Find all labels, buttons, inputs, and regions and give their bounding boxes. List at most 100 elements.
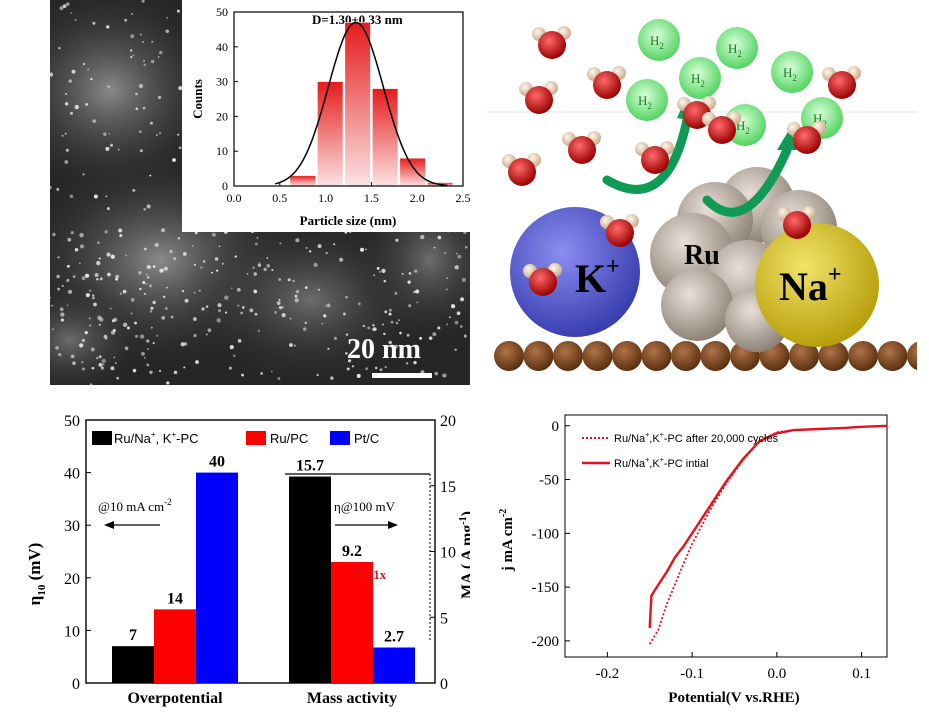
left-note: @10 mA cm-2	[98, 497, 172, 514]
nanoparticle-dot	[448, 316, 451, 319]
schematic-drawing: Ru K+ Na+ H2H2H2H2H2H2H2	[487, 19, 929, 371]
nanoparticle-dot	[388, 340, 392, 345]
nanoparticle-dot	[323, 314, 327, 318]
nanoparticle-dot	[98, 355, 102, 359]
nanoparticle-dot	[85, 103, 89, 106]
nanoparticle-dot	[69, 194, 74, 199]
nanoparticle-dot	[233, 354, 236, 357]
lsv-y-tick: 0	[552, 419, 560, 435]
h2-label: H2	[783, 65, 797, 83]
nanoparticle-dot	[159, 268, 164, 273]
nanoparticle-dot	[327, 347, 330, 350]
legend-ru-pc: Ru/PC	[270, 431, 308, 446]
nanoparticle-dot	[90, 383, 93, 385]
nanoparticle-dot	[461, 277, 466, 282]
nanoparticle-dot	[456, 311, 461, 316]
carbon-atom	[641, 341, 672, 371]
nanoparticle-dot	[79, 244, 85, 249]
left-axis-title: η10 (mV)	[25, 543, 48, 606]
nanoparticle-dot	[434, 371, 439, 376]
nanoparticle-dot	[152, 300, 156, 305]
nanoparticle-dot	[147, 348, 149, 350]
histogram-bar	[344, 22, 371, 187]
nanoparticle-dot	[333, 336, 338, 340]
histogram-xlabel: Particle size (nm)	[300, 213, 397, 228]
h2-molecule: H2	[638, 19, 680, 61]
nanoparticle-dot	[156, 334, 159, 337]
lsv-x-tick: 0.0	[767, 666, 786, 682]
nanoparticle-dot	[240, 311, 243, 315]
nanoparticle-dot	[274, 310, 277, 314]
nanoparticle-dot	[72, 275, 76, 278]
nanoparticle-dot	[85, 293, 90, 298]
histogram-bars	[289, 22, 454, 187]
nanoparticle-dot	[445, 288, 448, 291]
nanoparticle-dot	[383, 279, 386, 283]
nanoparticle-dot	[177, 133, 180, 136]
lsv-chart-panel: -0.2 -0.1 0.0 0.1 0 -50 -100 -150 -200 Ru/Na+,K+…	[490, 400, 929, 714]
nanoparticle-dot	[395, 238, 399, 242]
nanoparticle-dot	[132, 54, 135, 57]
nanoparticle-dot	[304, 286, 308, 289]
reaction-arrows	[602, 115, 792, 217]
nanoparticle-dot	[252, 266, 255, 269]
nanoparticle-dot	[414, 269, 418, 273]
category-label: Overpotential	[127, 690, 223, 707]
lsv-y-tick: -150	[532, 580, 560, 596]
nanoparticle-dot	[67, 289, 73, 294]
water-molecule	[523, 263, 562, 296]
nanoparticle-dot	[92, 119, 97, 124]
nanoparticle-dot	[114, 362, 117, 364]
lsv-y-tick: -100	[532, 526, 560, 542]
nanoparticle-dot	[465, 245, 468, 249]
nanoparticle-dot	[388, 312, 392, 316]
nanoparticle-dot	[130, 55, 133, 59]
nanoparticle-dot	[118, 228, 123, 233]
h2-label: H2	[736, 118, 750, 136]
nanoparticle-dot	[432, 332, 437, 337]
nanoparticle-dot	[146, 264, 151, 270]
histogram-y-tick: 50	[216, 5, 228, 19]
nanoparticle-dot	[155, 134, 158, 137]
nanoparticle-dot	[374, 366, 378, 370]
nanoparticle-dot	[165, 29, 170, 34]
nanoparticle-dot	[345, 333, 349, 336]
bar	[331, 562, 373, 683]
nanoparticle-dot	[342, 312, 346, 316]
nanoparticle-dot	[433, 246, 436, 249]
nanoparticle-dot	[198, 289, 201, 292]
nanoparticle-dot	[50, 185, 52, 190]
nanoparticle-dot	[170, 315, 174, 319]
nanoparticle-dot	[200, 266, 203, 269]
histogram-y-tick: 10	[216, 144, 228, 158]
nanoparticle-dot	[151, 40, 154, 43]
lsv-chart: -0.2 -0.1 0.0 0.1 0 -50 -100 -150 -200 Ru/Na+,K+…	[498, 414, 888, 706]
nanoparticle-dot	[134, 334, 139, 338]
nanoparticle-dot	[379, 368, 383, 372]
nanoparticle-dot	[384, 365, 387, 369]
bar-value-label: 7	[129, 627, 137, 644]
nanoparticle-dot	[416, 301, 419, 304]
nanoparticle-dot	[281, 313, 286, 318]
nanoparticle-dot	[94, 273, 99, 278]
water-molecule	[787, 121, 826, 154]
legend-pt-c: Pt/C	[354, 431, 379, 446]
nanoparticle-dot	[157, 56, 160, 58]
nanoparticle-dot	[408, 272, 412, 275]
carbon-atom	[700, 341, 731, 371]
lsv-plot-frame	[564, 414, 888, 658]
nanoparticle-dot	[218, 309, 222, 313]
nanoparticle-dot	[122, 322, 128, 328]
legend-after-cycles: Ru/Na+,K+-PC after 20,000 cycles	[614, 432, 779, 445]
nanoparticle-dot	[146, 275, 150, 279]
nanoparticle-dot	[74, 247, 79, 252]
lsv-xlabel: Potential(V vs.RHE)	[668, 690, 799, 706]
nanoparticle-dot	[103, 132, 107, 136]
nanoparticle-dot	[130, 312, 133, 315]
nanoparticle-dot	[152, 265, 156, 268]
bar-chart: 0 10 20 30 40 50 0 5 10 15 20 Overpotential Mass act…	[25, 413, 476, 707]
nanoparticle-dot	[150, 326, 153, 329]
nanoparticle-dot	[214, 257, 219, 261]
nanoparticle-dot	[107, 272, 111, 277]
nanoparticle-dot	[201, 307, 205, 311]
